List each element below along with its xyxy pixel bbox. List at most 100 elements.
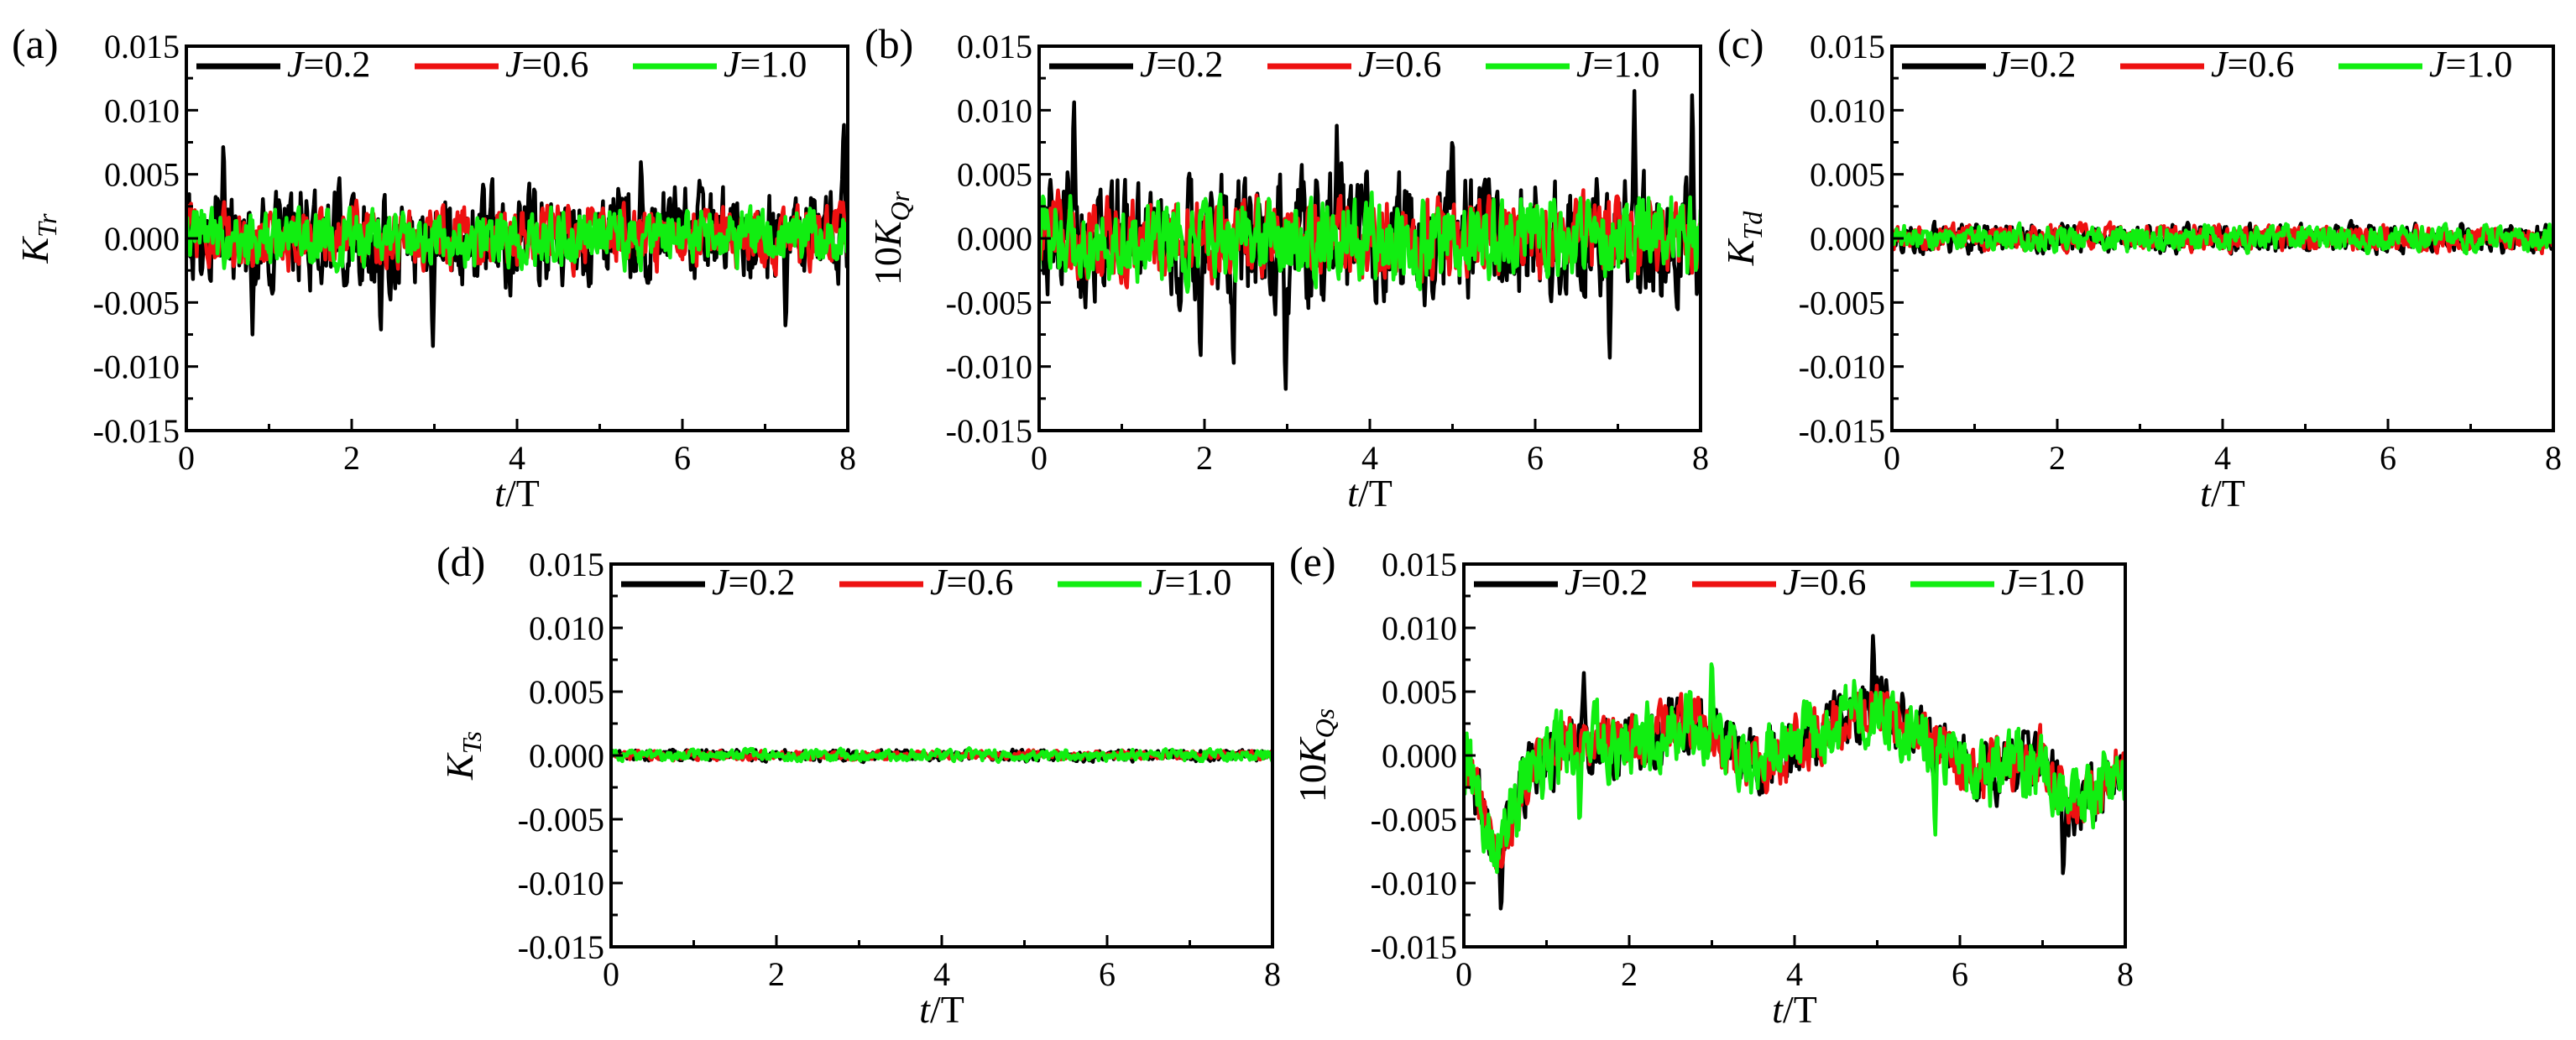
y-tick-label: 0.010 [1382,609,1457,647]
y-tick-label: -0.005 [518,801,604,839]
y-axis-title: KTd [1719,211,1768,266]
y-tick-label: 0.005 [529,673,604,711]
legend: J=0.2 J=0.6 J=1.0 [196,44,807,85]
x-tick-label: 6 [2380,439,2396,477]
y-tick-label: -0.015 [946,412,1032,450]
legend-label: J=0.2 [287,44,370,85]
legend-label: J=0.6 [1783,562,1866,603]
x-tick-label: 4 [1361,439,1378,477]
y-tick-label: 0.000 [529,737,604,775]
x-tick-label: 0 [603,955,619,993]
y-tick-label: -0.010 [1371,865,1457,902]
series-line-J-1-0 [611,746,1272,765]
x-tick-label: 0 [1031,439,1048,477]
x-tick-label: 6 [674,439,691,477]
x-tick-label: 2 [343,439,360,477]
y-tick-label: 0.005 [1382,673,1457,711]
y-tick-label: 0.000 [1810,220,1885,258]
y-axis-title: KTs [438,731,487,781]
y-tick-label: 0.010 [529,609,604,647]
legend-label: J=0.6 [2211,44,2294,85]
y-tick-label: 0.010 [1810,91,1885,129]
chart-panel-d: 0 2 4 6 8 0.015 0.010 0.005 0.000 -0.005 -0.010 -0.… [436,538,1281,1031]
y-tick-label: -0.015 [93,412,180,450]
x-axis-title: t/T [1347,472,1393,515]
series-line-J-1-0 [1892,221,2553,256]
x-tick-label: 4 [2214,439,2231,477]
chart-panel-a: 0 2 4 6 8 0.015 0.010 0.005 0.000 -0.005 -0.010 -0.… [12,20,856,515]
x-tick-label: 8 [1692,439,1709,477]
legend-label: J=0.2 [1993,44,2076,85]
panel-label: (a) [12,20,59,67]
y-tick-label: -0.015 [1799,412,1885,450]
series-line-J-1-0 [1464,662,2125,875]
legend-label: J=0.6 [1358,44,1441,85]
legend-label: J=1.0 [1148,562,1231,603]
y-tick-label: 0.005 [957,156,1032,194]
legend-label: J=0.2 [1565,562,1648,603]
x-tick-label: 8 [839,439,856,477]
chart-panel-c: 0 2 4 6 8 0.015 0.010 0.005 0.000 -0.005 -0.010 -0.… [1717,20,2562,515]
legend-label: J=1.0 [2001,562,2084,603]
x-tick-label: 4 [1786,955,1803,993]
y-tick-label: 0.005 [1810,156,1885,194]
series-line-J-1-0 [186,204,848,274]
y-tick-label: -0.005 [93,284,180,321]
y-tick-label: -0.010 [93,348,180,386]
y-tick-label: 0.015 [957,28,1032,65]
x-tick-label: 2 [1621,955,1638,993]
y-tick-label: 0.000 [104,220,180,258]
legend: J=0.2 J=0.6 J=1.0 [621,562,1231,603]
legend: J=0.2 J=0.6 J=1.0 [1049,44,1659,85]
x-axis-title: t/T [1772,988,1817,1031]
y-tick-label: -0.010 [518,865,604,902]
legend-label: J=1.0 [2429,44,2512,85]
x-axis-title: t/T [494,472,540,515]
y-tick-label: -0.015 [1371,928,1457,966]
series-line-J-0-6 [1464,683,2125,870]
x-tick-label: 8 [2117,955,2134,993]
y-tick-label: 0.000 [1382,737,1457,775]
y-tick-label: 0.000 [957,220,1032,258]
panel-label: (e) [1289,538,1336,585]
x-tick-label: 6 [1952,955,1968,993]
series-group [186,123,848,348]
x-tick-label: 4 [933,955,950,993]
series-group [1039,89,1701,391]
chart-panel-b: 0 2 4 6 8 0.015 0.010 0.005 0.000 -0.005 -0.010 -0.… [865,20,1709,515]
legend-label: J=0.2 [1140,44,1223,85]
y-tick-label: 0.005 [104,156,180,194]
y-tick-label: -0.005 [946,284,1032,321]
legend-label: J=0.2 [712,562,795,603]
y-axis-title: 10KQs [1291,708,1340,802]
y-tick-label: 0.010 [957,91,1032,129]
chart-panel-e: 0 2 4 6 8 0.015 0.010 0.005 0.000 -0.005 -0.010 -0.… [1289,538,2134,1031]
x-tick-label: 8 [2545,439,2562,477]
x-tick-label: 6 [1527,439,1544,477]
y-axis-title: 10KQr [866,191,915,285]
series-group [1464,634,2125,911]
x-tick-label: 2 [768,955,785,993]
y-axis-title: KTr [13,213,62,264]
panel-label: (d) [436,538,485,585]
x-axis-title: t/T [2200,472,2245,515]
panel-label: (c) [1717,20,1764,67]
y-tick-label: 0.010 [104,91,180,129]
x-tick-label: 4 [509,439,525,477]
y-tick-label: 0.015 [1382,546,1457,583]
legend: J=0.2 J=0.6 J=1.0 [1902,44,2512,85]
x-tick-label: 0 [1455,955,1472,993]
y-tick-label: 0.015 [1810,28,1885,65]
legend-label: J=1.0 [1576,44,1659,85]
x-tick-label: 2 [2049,439,2066,477]
y-tick-label: -0.015 [518,928,604,966]
series-line-J-1-0 [1039,191,1701,294]
x-tick-label: 8 [1264,955,1281,993]
x-tick-label: 2 [1196,439,1213,477]
x-tick-label: 0 [178,439,195,477]
y-tick-label: -0.005 [1371,801,1457,839]
legend-label: J=1.0 [724,44,807,85]
series-group [1892,218,2553,257]
y-tick-label: -0.010 [946,348,1032,386]
